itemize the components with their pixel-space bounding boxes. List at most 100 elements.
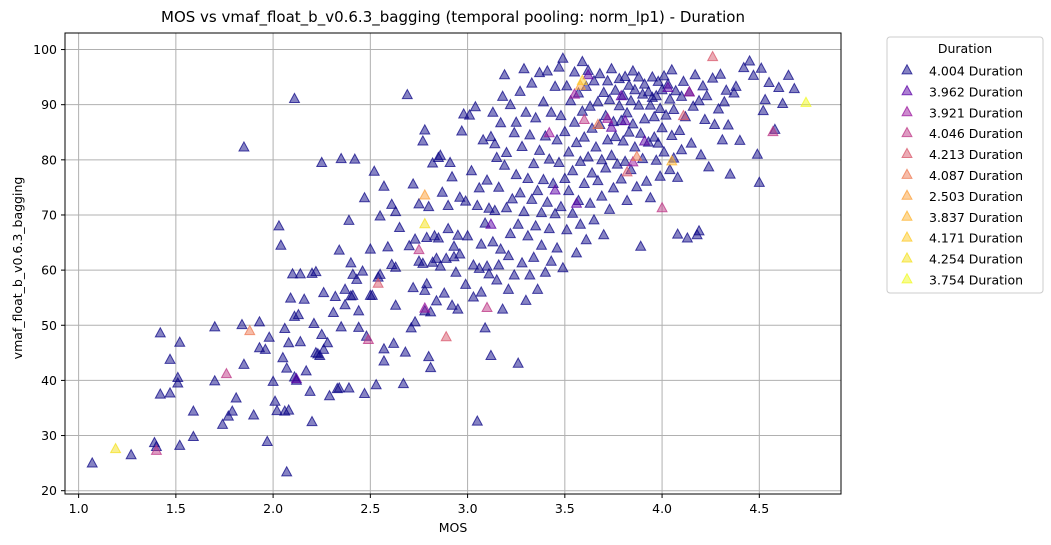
data-point xyxy=(459,194,472,206)
legend-marker xyxy=(901,230,913,242)
legend-title: Duration xyxy=(938,41,992,56)
data-point xyxy=(570,197,583,208)
data-point xyxy=(566,207,579,218)
data-point xyxy=(487,235,499,247)
data-point xyxy=(551,241,563,253)
data-point xyxy=(588,213,600,225)
data-point xyxy=(510,116,522,127)
data-point xyxy=(368,165,381,176)
data-point xyxy=(592,95,604,107)
data-point xyxy=(86,456,99,468)
legend-label: 4.046 Duration xyxy=(929,126,1023,141)
data-point xyxy=(549,183,561,195)
data-point xyxy=(385,198,398,209)
series-group xyxy=(243,118,643,336)
data-point xyxy=(310,265,322,277)
legend-label: 4.213 Duration xyxy=(929,147,1023,162)
data-point xyxy=(483,267,495,279)
data-point xyxy=(685,137,698,148)
data-point xyxy=(666,154,678,166)
data-point xyxy=(282,403,295,415)
data-point xyxy=(576,55,589,67)
data-point xyxy=(226,405,239,416)
data-point xyxy=(506,192,519,204)
data-point xyxy=(607,181,620,193)
data-point xyxy=(243,324,256,336)
data-point xyxy=(393,221,406,233)
data-point xyxy=(677,75,690,86)
data-point xyxy=(654,170,666,181)
data-point xyxy=(401,88,414,100)
data-point xyxy=(671,171,684,182)
data-point xyxy=(667,103,680,115)
data-point xyxy=(465,164,478,176)
data-point xyxy=(699,113,711,124)
legend-marker xyxy=(901,251,913,263)
data-point xyxy=(496,303,509,314)
data-point xyxy=(261,435,274,447)
data-point xyxy=(549,207,561,219)
data-point xyxy=(109,442,122,454)
data-point xyxy=(420,231,433,242)
y-tick-label: 30 xyxy=(41,428,57,443)
data-point xyxy=(236,318,248,330)
data-point xyxy=(471,414,484,426)
data-point xyxy=(420,277,433,289)
data-point xyxy=(605,62,618,74)
data-point xyxy=(724,167,736,179)
data-point xyxy=(609,130,622,142)
data-point xyxy=(438,287,451,298)
data-point xyxy=(378,342,390,354)
data-point xyxy=(417,257,429,268)
legend-marker xyxy=(901,84,913,96)
y-tick-label: 40 xyxy=(41,373,57,388)
data-point xyxy=(767,125,779,137)
data-point xyxy=(374,268,386,279)
data-point xyxy=(448,240,460,251)
data-point xyxy=(687,100,699,111)
data-point xyxy=(613,99,626,111)
data-point xyxy=(278,322,291,333)
data-point xyxy=(693,224,705,236)
x-tick-label: 3.0 xyxy=(458,501,478,516)
data-point xyxy=(675,143,688,155)
data-point xyxy=(362,333,375,344)
data-point xyxy=(650,89,663,101)
data-point xyxy=(568,65,581,77)
data-point xyxy=(702,160,715,172)
data-point xyxy=(510,168,522,180)
data-point xyxy=(345,256,357,268)
data-point xyxy=(601,74,614,86)
data-point xyxy=(603,93,616,105)
data-point xyxy=(419,284,431,295)
data-point xyxy=(500,146,513,158)
data-point xyxy=(498,68,511,80)
data-point xyxy=(280,362,293,373)
data-point xyxy=(596,153,608,165)
data-point xyxy=(695,148,707,160)
data-point xyxy=(450,266,462,277)
data-point xyxy=(440,252,452,263)
data-point xyxy=(638,112,651,124)
data-point xyxy=(452,229,464,240)
data-point xyxy=(751,148,764,159)
data-point xyxy=(652,137,664,148)
data-point xyxy=(516,256,528,268)
data-point xyxy=(632,98,645,110)
data-point xyxy=(485,218,497,229)
data-point xyxy=(759,93,771,105)
data-point xyxy=(535,206,548,218)
data-point xyxy=(621,194,633,206)
series-group xyxy=(576,74,589,85)
data-point xyxy=(615,172,628,184)
legend-marker xyxy=(901,210,913,221)
data-point xyxy=(492,181,505,192)
data-point xyxy=(656,121,668,133)
data-point xyxy=(317,343,330,354)
data-point xyxy=(473,181,486,193)
data-point xyxy=(419,123,431,135)
data-point xyxy=(708,118,721,129)
plot-frame xyxy=(64,32,842,495)
legend-marker xyxy=(901,272,913,284)
legend-label: 4.254 Duration xyxy=(929,252,1023,267)
